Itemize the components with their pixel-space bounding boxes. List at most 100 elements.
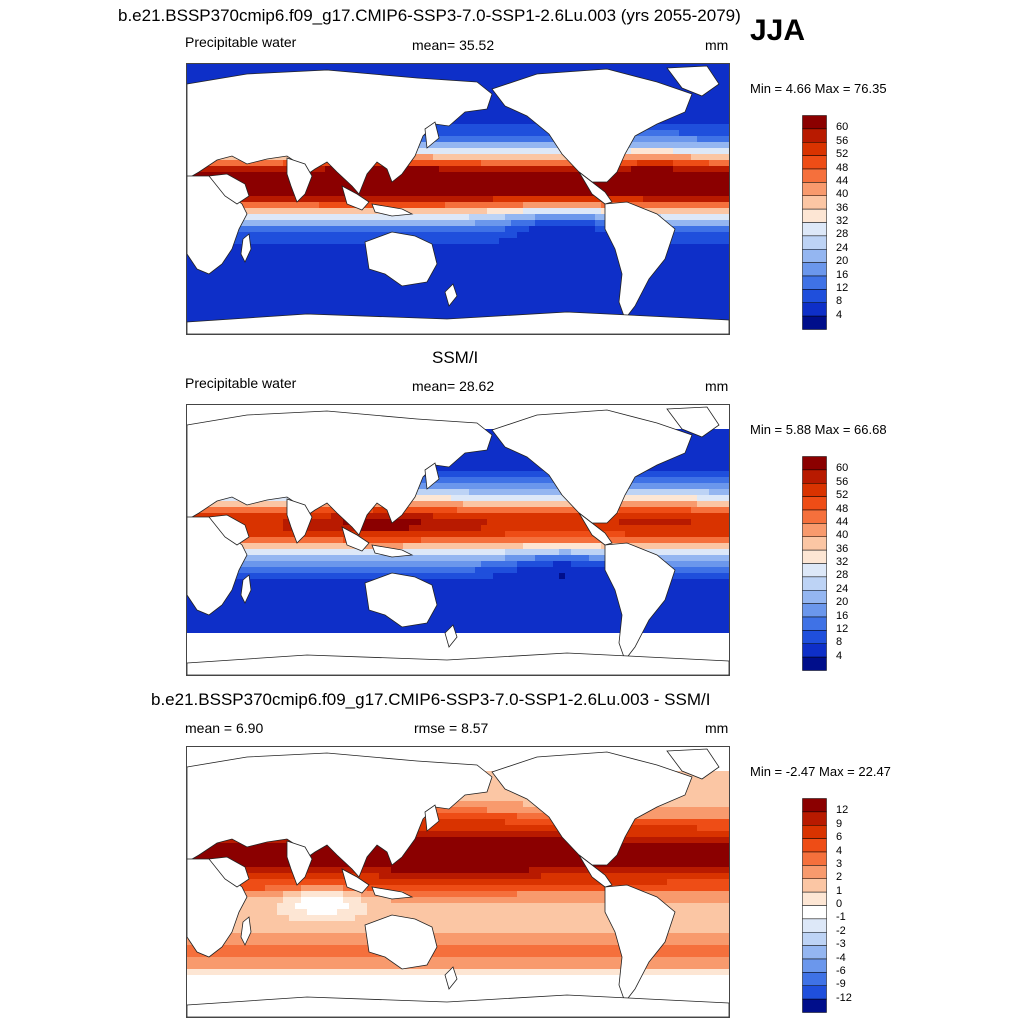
land-outline bbox=[341, 526, 370, 552]
colorbar-swatch bbox=[802, 603, 827, 618]
panel1-mean: mean= 35.52 bbox=[412, 37, 495, 53]
land-outline bbox=[286, 157, 313, 203]
colorbar-swatch bbox=[802, 878, 827, 893]
colorbar-tick-label: -6 bbox=[836, 964, 846, 977]
season-label: JJA bbox=[750, 14, 806, 47]
panel2-variable: Precipitable water bbox=[185, 375, 297, 391]
land-outline bbox=[424, 121, 440, 149]
colorbar-swatch bbox=[802, 630, 827, 644]
colorbar-tick-label: 24 bbox=[836, 582, 849, 595]
colorbar-swatch bbox=[802, 972, 827, 986]
colorbar-swatch bbox=[802, 128, 827, 143]
colorbar-tick-label: -4 bbox=[836, 951, 846, 964]
colorbar-swatch bbox=[802, 838, 827, 853]
colorbar-swatch bbox=[802, 918, 827, 933]
colorbar-swatch bbox=[802, 142, 827, 156]
colorbar-tick-label: 12 bbox=[836, 281, 849, 294]
panel3-mean: mean = 6.90 bbox=[185, 720, 264, 736]
panel3-rmse: rmse = 8.57 bbox=[414, 720, 489, 736]
colorbar-tick-label: 12 bbox=[836, 622, 849, 635]
colorbar-tick-label: 1 bbox=[836, 884, 843, 897]
panel1-map bbox=[186, 63, 730, 335]
land-outline bbox=[491, 409, 693, 524]
colorbar-swatch bbox=[802, 825, 827, 839]
colorbar-tick-label: 44 bbox=[836, 174, 849, 187]
colorbar-svg bbox=[802, 115, 827, 330]
land-outline bbox=[604, 542, 676, 661]
colorbar-tick-label: 20 bbox=[836, 255, 849, 268]
land-outline bbox=[578, 171, 613, 205]
land-outline bbox=[364, 914, 438, 970]
colorbar-swatch bbox=[802, 905, 827, 920]
land-outline bbox=[341, 868, 370, 894]
land-outline bbox=[371, 544, 414, 558]
colorbar-swatch bbox=[802, 222, 827, 237]
panel2-title: SSM/I bbox=[432, 348, 479, 367]
colorbar-tick-label: 60 bbox=[836, 121, 849, 134]
colorbar-tick-label: 40 bbox=[836, 188, 849, 201]
colorbar-tick-label: 9 bbox=[836, 817, 843, 830]
colorbar-swatch bbox=[802, 315, 827, 330]
colorbar-tick-label: -1 bbox=[836, 911, 846, 924]
map-field bbox=[187, 64, 729, 334]
land-outline bbox=[424, 804, 440, 832]
land-outline bbox=[666, 748, 720, 780]
land-outline bbox=[444, 624, 458, 648]
colorbar-swatch bbox=[802, 891, 827, 906]
colorbar-tick-label: 48 bbox=[836, 502, 849, 515]
colorbar-swatch bbox=[802, 302, 827, 317]
land-outline bbox=[371, 886, 414, 900]
colorbar-tick-label: 16 bbox=[836, 268, 849, 281]
colorbar-swatch bbox=[802, 469, 827, 484]
colorbar-tick-label: 8 bbox=[836, 295, 843, 308]
colorbar-tick-label: 40 bbox=[836, 529, 849, 542]
colorbar-tick-label: 56 bbox=[836, 134, 849, 147]
colorbar-swatch bbox=[802, 523, 827, 537]
colorbar-swatch bbox=[802, 509, 827, 524]
colorbar-tick-label: -9 bbox=[836, 978, 846, 991]
panel1-units: mm bbox=[705, 37, 729, 53]
colorbar-swatch bbox=[802, 643, 827, 658]
panel3-colorbar: 12 9 6 4 3 2 1 0 -1 -2 -3 -4 -6 -9 -12 bbox=[802, 798, 862, 1013]
colorbar-swatch bbox=[802, 168, 827, 183]
land-outline bbox=[444, 966, 458, 990]
colorbar-swatch bbox=[802, 456, 827, 471]
colorbar-swatch bbox=[802, 155, 827, 170]
land-outline bbox=[286, 840, 313, 886]
figure-title: b.e21.BSSP370cmip6.f09_g17.CMIP6-SSP3-7.… bbox=[118, 6, 741, 25]
colorbar-swatch bbox=[802, 590, 827, 604]
colorbar-tick-label: 4 bbox=[836, 844, 843, 857]
colorbar-swatch bbox=[802, 656, 827, 671]
colorbar-swatch bbox=[802, 549, 827, 564]
colorbar-swatch bbox=[802, 496, 827, 511]
land-outline bbox=[371, 203, 414, 217]
colorbar-swatch bbox=[802, 811, 827, 826]
panel2-units: mm bbox=[705, 378, 729, 394]
land-outline bbox=[341, 185, 370, 211]
colorbar-tick-label: 52 bbox=[836, 148, 849, 161]
land-outline bbox=[240, 916, 252, 946]
colorbar-tick-label: -3 bbox=[836, 938, 846, 951]
colorbar-swatch bbox=[802, 483, 827, 497]
land-outline bbox=[187, 311, 729, 334]
land-outline bbox=[666, 406, 720, 438]
colorbar-swatch bbox=[802, 985, 827, 1000]
colorbar-tick-label: 28 bbox=[836, 569, 849, 582]
panel2-colorbar: 60 56 52 48 44 40 36 32 28 24 20 16 12 8 4 bbox=[802, 456, 862, 671]
land-outline bbox=[578, 854, 613, 888]
colorbar-swatch bbox=[802, 235, 827, 250]
colorbar-tick-label: 12 bbox=[836, 804, 849, 817]
panel2-mean: mean= 28.62 bbox=[412, 378, 495, 394]
panel3-minmax: Min = -2.47 Max = 22.47 bbox=[750, 764, 891, 779]
colorbar-swatch bbox=[802, 865, 827, 879]
land-outline bbox=[187, 752, 493, 878]
colorbar-tick-label: 8 bbox=[836, 636, 843, 649]
colorbar-swatch bbox=[802, 958, 827, 973]
colorbar-tick-label: 28 bbox=[836, 228, 849, 241]
panel2-map bbox=[186, 404, 730, 676]
land-outline bbox=[491, 751, 693, 866]
panel1-minmax: Min = 4.66 Max = 76.35 bbox=[750, 81, 887, 96]
colorbar-swatch bbox=[802, 262, 827, 277]
colorbar-swatch bbox=[802, 945, 827, 960]
land-outline bbox=[208, 856, 250, 888]
